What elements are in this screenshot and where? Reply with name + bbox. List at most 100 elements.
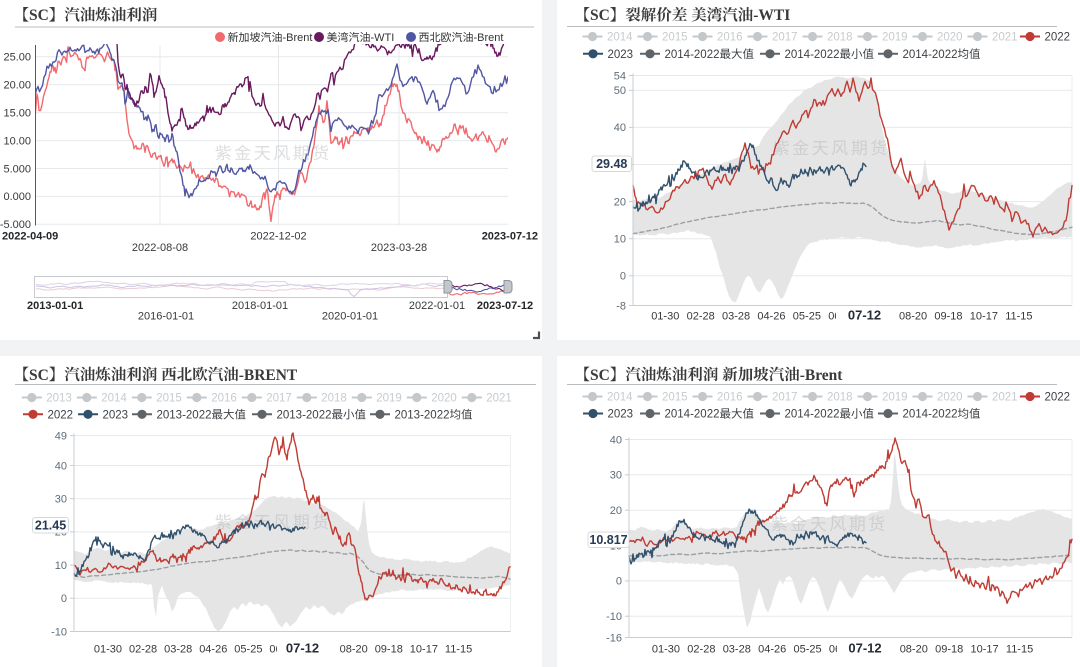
svg-text:2022: 2022 — [1045, 392, 1071, 404]
svg-text:2015: 2015 — [662, 392, 688, 404]
svg-text:07-12: 07-12 — [848, 308, 881, 323]
svg-text:2017: 2017 — [266, 393, 292, 405]
svg-text:20: 20 — [610, 505, 622, 517]
svg-text:2016-01-01: 2016-01-01 — [138, 311, 194, 323]
svg-text:2016: 2016 — [211, 393, 237, 405]
svg-text:2018-01-01: 2018-01-01 — [232, 300, 288, 312]
svg-text:30: 30 — [610, 470, 622, 482]
svg-text:20.00: 20.00 — [4, 80, 32, 92]
svg-text:2014-2022: 2014-2022 — [665, 409, 720, 421]
svg-text:03-28: 03-28 — [164, 644, 192, 656]
svg-text:2013-01-01: 2013-01-01 — [27, 300, 83, 312]
svg-text:01-30: 01-30 — [652, 644, 680, 656]
svg-text:2022-01-01: 2022-01-01 — [409, 300, 465, 312]
svg-text:2020: 2020 — [431, 393, 457, 405]
svg-text:2014-2022: 2014-2022 — [903, 409, 958, 421]
svg-text:0: 0 — [616, 576, 622, 588]
svg-text:-Brent: -Brent — [800, 367, 844, 384]
svg-text:2019: 2019 — [882, 392, 908, 404]
svg-text:0: 0 — [620, 271, 626, 283]
svg-text:10.00: 10.00 — [4, 135, 32, 147]
svg-text:-Brent: -Brent — [474, 32, 504, 44]
svg-text:2022-08-08: 2022-08-08 — [132, 242, 188, 254]
svg-text:29.48: 29.48 — [596, 157, 627, 171]
svg-text:-Brent: -Brent — [283, 32, 313, 44]
svg-text:SC: SC — [590, 7, 610, 24]
svg-text:11-15: 11-15 — [445, 644, 472, 656]
svg-text:2016: 2016 — [717, 392, 743, 404]
svg-text:08-20: 08-20 — [900, 644, 928, 656]
svg-text:SC: SC — [590, 367, 610, 384]
svg-text:10-17: 10-17 — [971, 644, 999, 656]
svg-text:2018: 2018 — [827, 32, 853, 44]
svg-text:04-26: 04-26 — [758, 644, 786, 656]
svg-text:2022-04-09: 2022-04-09 — [2, 231, 58, 243]
svg-text:2023-07-12: 2023-07-12 — [482, 231, 538, 243]
svg-text:40: 40 — [55, 460, 67, 472]
svg-text:2023: 2023 — [608, 409, 634, 421]
svg-text:2015: 2015 — [662, 32, 688, 44]
svg-text:2013: 2013 — [46, 393, 72, 405]
svg-text:20: 20 — [614, 196, 626, 208]
svg-text:2013-2022: 2013-2022 — [157, 410, 212, 422]
svg-text:02-28: 02-28 — [129, 644, 157, 656]
svg-text:2018: 2018 — [827, 392, 853, 404]
svg-text:01-30: 01-30 — [94, 644, 122, 656]
svg-text:2023-03-28: 2023-03-28 — [371, 242, 427, 254]
svg-text:07-12: 07-12 — [848, 641, 881, 656]
svg-text:11-15: 11-15 — [1006, 644, 1033, 656]
svg-text:30: 30 — [55, 494, 67, 506]
svg-text:02-28: 02-28 — [687, 311, 715, 323]
svg-text:2014: 2014 — [101, 393, 127, 405]
svg-text:0.000: 0.000 — [4, 191, 32, 203]
svg-text:2018: 2018 — [321, 393, 347, 405]
svg-text:2014-2022: 2014-2022 — [785, 409, 840, 421]
svg-text:2020: 2020 — [937, 32, 963, 44]
svg-text:10-17: 10-17 — [970, 311, 998, 323]
svg-text:2017: 2017 — [772, 392, 798, 404]
svg-text:10-17: 10-17 — [410, 644, 438, 656]
svg-text:10: 10 — [614, 234, 626, 246]
svg-text:-8: -8 — [616, 300, 626, 312]
svg-text:2022: 2022 — [48, 410, 74, 422]
svg-text:04-26: 04-26 — [757, 311, 785, 323]
svg-text:2014-2022: 2014-2022 — [785, 49, 840, 61]
svg-text:5.000: 5.000 — [4, 163, 32, 175]
svg-text:2021: 2021 — [486, 393, 512, 405]
svg-text:2014-2022: 2014-2022 — [665, 49, 720, 61]
svg-text:SC: SC — [29, 367, 49, 384]
svg-text:40: 40 — [614, 122, 626, 134]
svg-text:08-20: 08-20 — [340, 644, 368, 656]
svg-text:49: 49 — [55, 430, 67, 442]
svg-text:2014: 2014 — [607, 392, 633, 404]
svg-text:11-15: 11-15 — [1005, 311, 1032, 323]
svg-text:04-26: 04-26 — [199, 644, 227, 656]
svg-text:07-12: 07-12 — [286, 641, 319, 656]
svg-text:09-18: 09-18 — [934, 311, 962, 323]
svg-text:2019: 2019 — [376, 393, 402, 405]
svg-text:-10: -10 — [606, 611, 622, 623]
svg-text:2019: 2019 — [882, 32, 908, 44]
svg-text:2022-12-02: 2022-12-02 — [250, 231, 306, 243]
svg-text:2020-01-01: 2020-01-01 — [322, 311, 378, 323]
svg-text:2015: 2015 — [156, 393, 182, 405]
svg-text:0: 0 — [61, 593, 67, 605]
svg-text:40: 40 — [610, 434, 622, 446]
svg-text:2013-2022: 2013-2022 — [277, 410, 332, 422]
svg-text:-BRENT: -BRENT — [239, 367, 298, 384]
svg-text:2020: 2020 — [937, 392, 963, 404]
svg-text:2023: 2023 — [608, 49, 634, 61]
svg-text:05-25: 05-25 — [234, 644, 262, 656]
svg-text:2021: 2021 — [992, 392, 1018, 404]
svg-text:15.00: 15.00 — [4, 108, 32, 120]
svg-text:50: 50 — [614, 85, 626, 97]
svg-text:2023: 2023 — [103, 410, 129, 422]
svg-text:-10: -10 — [51, 626, 67, 638]
svg-text:2014-2022: 2014-2022 — [903, 49, 958, 61]
svg-text:05-25: 05-25 — [793, 311, 821, 323]
svg-text:2014: 2014 — [607, 32, 633, 44]
svg-text:-WTI: -WTI — [371, 32, 395, 44]
svg-text:2023-07-12: 2023-07-12 — [477, 300, 533, 312]
svg-text:21.45: 21.45 — [35, 518, 66, 532]
svg-text:2017: 2017 — [772, 32, 798, 44]
